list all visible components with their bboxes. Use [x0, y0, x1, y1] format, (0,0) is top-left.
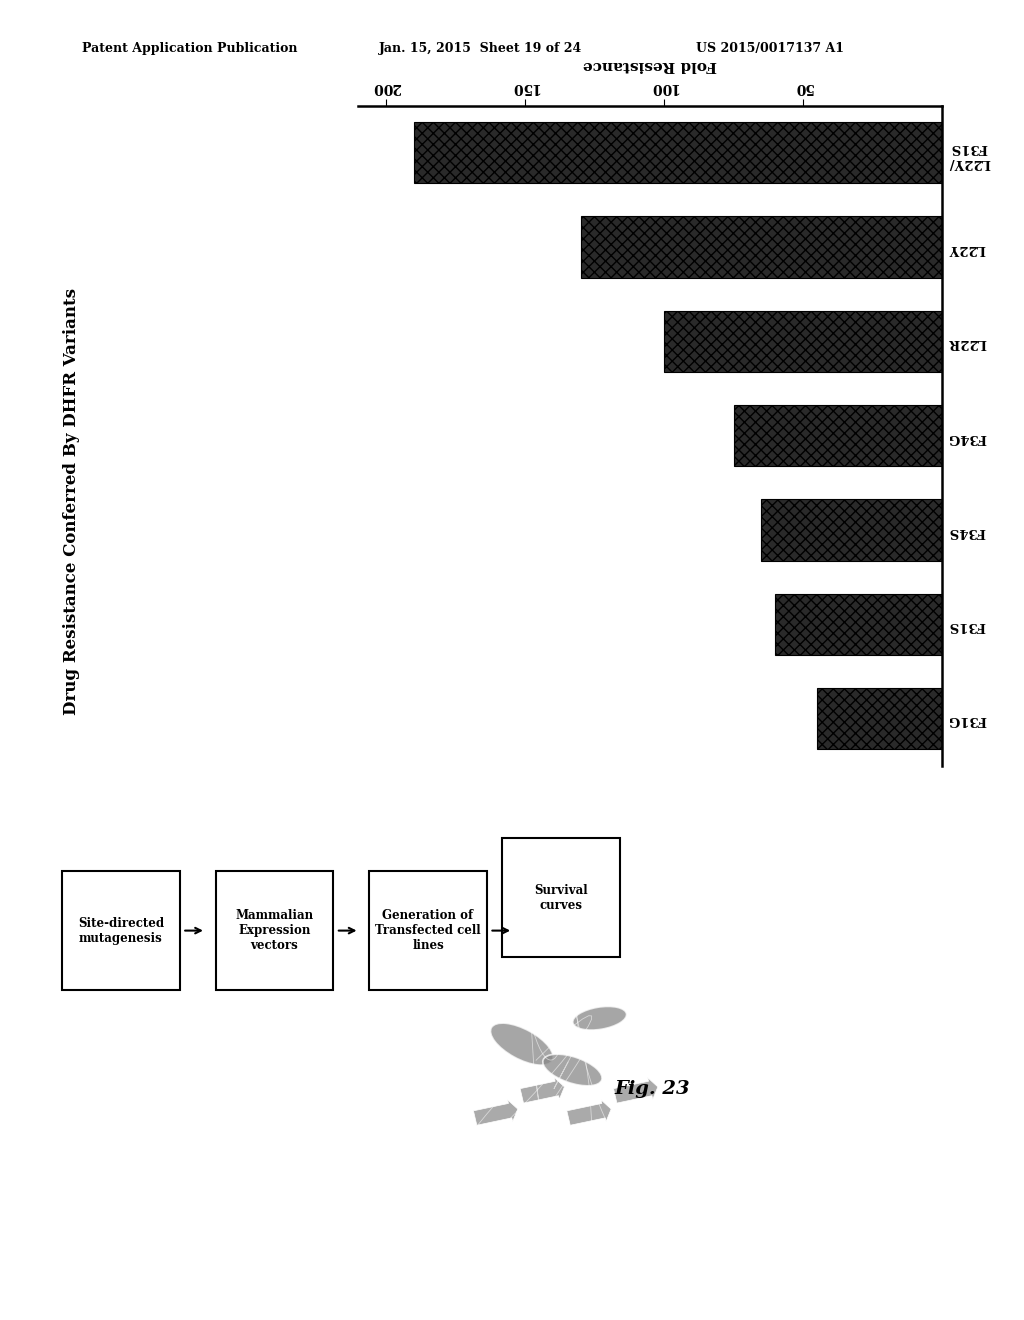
FancyArrow shape [520, 1077, 564, 1104]
Text: Gly 95: Gly 95 [667, 983, 689, 990]
Bar [733, 405, 942, 466]
Text: Fig. 23: Fig. 23 [614, 1080, 690, 1098]
Text: Patent Application Publication: Patent Application Publication [82, 42, 297, 55]
Ellipse shape [490, 1023, 553, 1065]
Text: Drug Resistance Conferred By DHFR Variants: Drug Resistance Conferred By DHFR Varian… [63, 288, 80, 715]
Bar [762, 499, 942, 561]
FancyArrow shape [613, 1077, 657, 1104]
Bar [775, 594, 942, 655]
Text: Tyr: Tyr [451, 1139, 461, 1144]
Text: Site-directed
mutagenesis: Site-directed mutagenesis [78, 916, 164, 945]
Text: Gin C: Gin C [652, 1028, 672, 1034]
Text: Val 43: Val 43 [418, 1199, 439, 1204]
Bar [817, 688, 942, 750]
X-axis label: Fold Resistance: Fold Resistance [584, 58, 717, 71]
Text: Mammalian
Expression
vectors: Mammalian Expression vectors [236, 909, 313, 952]
Bar [665, 310, 942, 372]
Text: Survival
curves: Survival curves [535, 883, 588, 912]
FancyArrow shape [567, 1100, 611, 1125]
Bar [414, 123, 942, 183]
Text: Generation of
Transfected cell
lines: Generation of Transfected cell lines [375, 909, 481, 952]
Text: Jan. 15, 2015  Sheet 19 of 24: Jan. 15, 2015 Sheet 19 of 24 [379, 42, 582, 55]
Ellipse shape [543, 1055, 602, 1086]
FancyArrow shape [473, 1100, 518, 1125]
Bar [581, 216, 942, 277]
Text: US 2015/0017137 A1: US 2015/0017137 A1 [696, 42, 845, 55]
Ellipse shape [572, 1006, 627, 1030]
